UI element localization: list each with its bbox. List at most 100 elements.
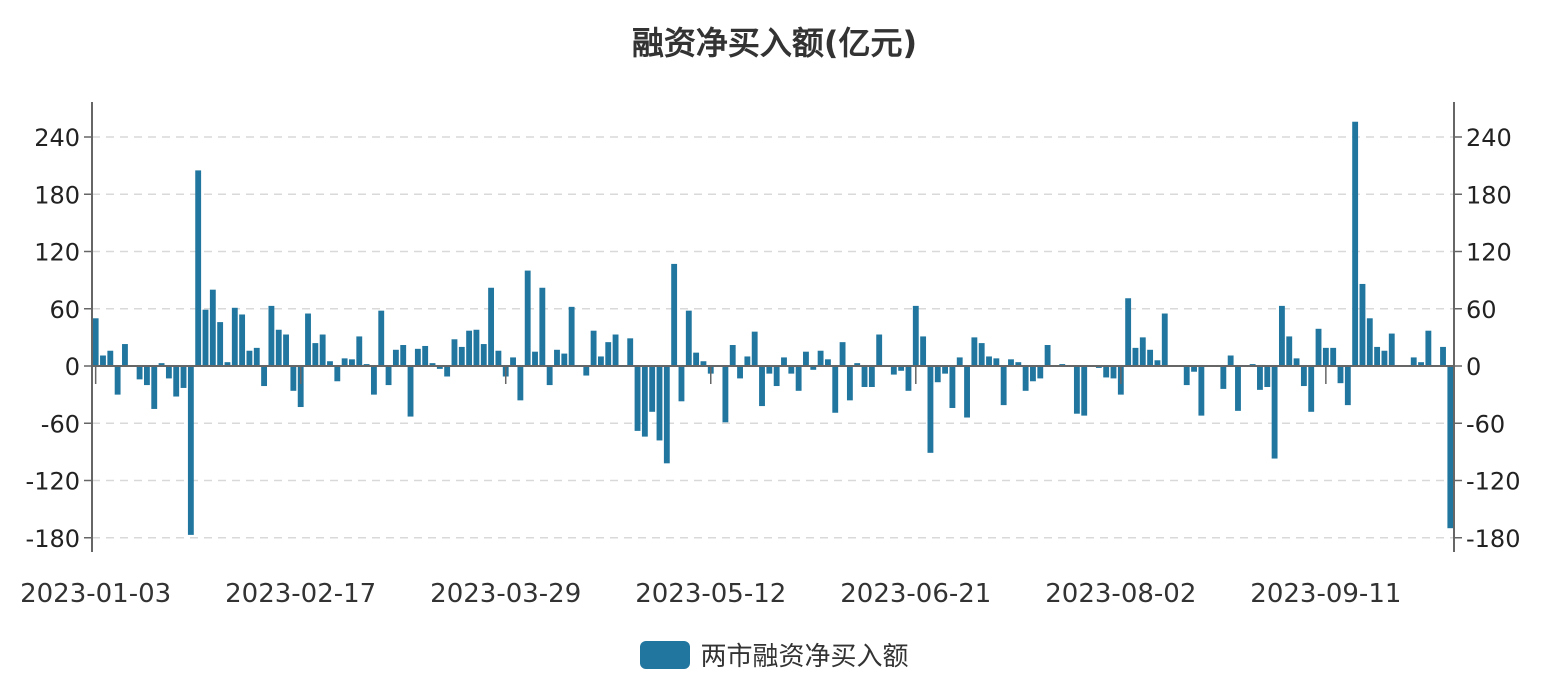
bar[interactable] [239,314,246,366]
bar[interactable] [766,366,773,374]
bar[interactable] [986,356,992,366]
bar[interactable] [1278,305,1285,366]
bar[interactable] [1418,362,1424,366]
bar[interactable] [744,356,751,366]
bar[interactable] [458,346,465,366]
bar[interactable] [268,305,275,366]
bar[interactable] [1044,345,1051,366]
bar[interactable] [693,352,700,366]
bar[interactable] [488,287,495,366]
bar[interactable] [1073,366,1080,414]
bar[interactable] [1366,318,1373,366]
bar[interactable] [283,334,289,366]
bar[interactable] [1103,366,1110,378]
bar[interactable] [1315,328,1322,366]
bar[interactable] [737,366,743,379]
bar[interactable] [290,366,297,391]
bar[interactable] [561,353,568,366]
bar[interactable] [532,351,538,366]
bar[interactable] [1022,366,1029,391]
bar[interactable] [429,363,436,366]
bar[interactable] [1374,346,1381,366]
bar[interactable] [122,344,128,366]
bar[interactable] [539,287,546,366]
bar[interactable] [1110,366,1117,379]
bar[interactable] [1293,358,1300,366]
bar[interactable] [1300,366,1307,387]
bar[interactable] [261,366,268,387]
bar[interactable] [1081,366,1088,416]
bar[interactable] [546,366,553,386]
bar[interactable] [590,330,597,366]
bar[interactable] [605,342,612,366]
bar[interactable] [209,289,216,366]
bar[interactable] [671,263,678,366]
bar[interactable] [1235,366,1241,411]
bar[interactable] [685,310,692,366]
bar[interactable] [1183,366,1190,386]
bar[interactable] [1227,355,1234,366]
bar[interactable] [634,366,641,431]
bar[interactable] [524,270,531,366]
bar[interactable] [942,366,949,374]
bar[interactable] [788,366,795,374]
bar[interactable] [319,334,326,366]
bar[interactable] [100,355,106,366]
bar[interactable] [392,349,399,366]
bar[interactable] [92,318,99,366]
bar[interactable] [444,366,451,377]
bar[interactable] [341,358,348,366]
bar[interactable] [158,363,165,366]
bar[interactable] [510,357,516,366]
bar[interactable] [334,366,341,382]
bar[interactable] [583,366,590,376]
bar[interactable] [1125,298,1132,366]
bar[interactable] [327,361,333,366]
bar[interactable] [1008,359,1014,366]
bar[interactable] [1191,366,1197,372]
bar[interactable] [231,307,238,366]
bar[interactable] [143,366,150,386]
bar[interactable] [751,331,758,366]
bar[interactable] [422,345,429,366]
bar[interactable] [173,366,180,397]
bar[interactable] [612,334,619,366]
bar[interactable] [1271,366,1278,459]
bar[interactable] [781,357,787,366]
bar[interactable] [846,366,853,401]
bar[interactable] [436,366,443,369]
bar[interactable] [107,350,114,366]
bar[interactable] [495,350,502,366]
bar[interactable] [817,350,824,366]
bar[interactable] [407,366,414,417]
bar[interactable] [370,366,377,395]
bar[interactable] [1154,360,1161,366]
bar[interactable] [1015,362,1022,366]
bar[interactable] [114,366,121,395]
bar[interactable] [1000,366,1007,406]
bar[interactable] [641,366,648,437]
bar[interactable] [1440,346,1446,366]
bar[interactable] [803,351,809,366]
bar[interactable] [1330,347,1337,366]
bar[interactable] [1257,366,1263,390]
bar[interactable] [1359,283,1366,366]
bar[interactable] [722,366,729,423]
bar[interactable] [627,338,634,366]
bar[interactable] [663,366,670,464]
bar[interactable] [1030,366,1036,382]
bar[interactable] [356,336,363,366]
bar[interactable] [810,366,817,370]
bar[interactable] [905,366,912,391]
bar[interactable] [912,305,919,366]
bar[interactable] [217,322,224,366]
bar[interactable] [964,366,970,418]
bar[interactable] [151,366,158,409]
bar[interactable] [1139,337,1146,366]
bar[interactable] [253,347,260,366]
bar[interactable] [832,366,839,413]
bar[interactable] [246,350,253,366]
bar[interactable] [517,366,524,401]
bar[interactable] [795,366,802,391]
bar[interactable] [1308,366,1315,412]
